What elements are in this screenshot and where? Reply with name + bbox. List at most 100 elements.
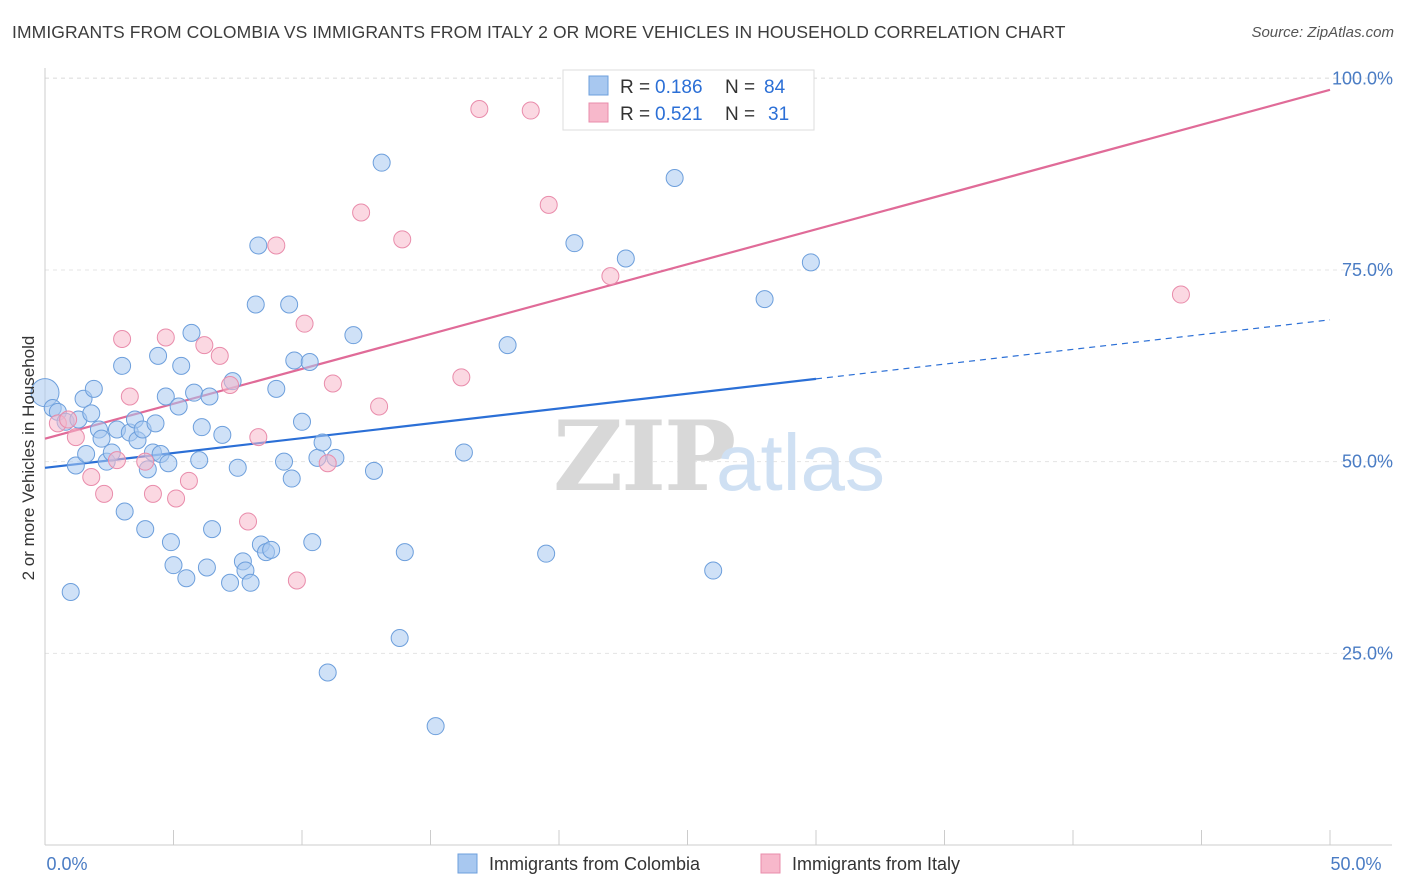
point-colombia-58 (285, 351, 304, 370)
point-colombia-79 (755, 290, 774, 309)
point-italy-19 (287, 571, 306, 590)
point-colombia-57 (282, 469, 301, 488)
point-italy-6 (113, 330, 132, 348)
point-italy-23 (352, 203, 371, 222)
legend-n-value-italy: 31 (768, 104, 789, 125)
point-colombia-10 (84, 379, 103, 398)
point-italy-18 (267, 236, 286, 255)
point-colombia-73 (498, 336, 517, 355)
point-italy-29 (539, 195, 558, 214)
point-colombia-71 (426, 717, 445, 736)
trend-lines (44, 88, 1331, 469)
legend-n-value-colombia: 84 (764, 77, 786, 98)
watermark-zip: ZIP (553, 400, 734, 513)
point-italy-2 (66, 428, 85, 447)
point-italy-14 (210, 346, 229, 365)
point-italy-1 (59, 410, 78, 429)
point-italy-10 (156, 328, 175, 347)
point-colombia-76 (616, 249, 635, 268)
watermark-atlas: atlas (716, 418, 885, 507)
point-colombia-54 (267, 379, 286, 398)
point-colombia-22 (136, 520, 155, 539)
point-colombia-63 (313, 433, 332, 452)
point-italy-28 (521, 101, 540, 120)
point-italy-13 (195, 336, 214, 355)
point-italy-4 (95, 484, 114, 503)
point-italy-12 (179, 471, 198, 490)
point-colombia-32 (169, 397, 188, 416)
point-colombia-70 (395, 543, 414, 562)
point-colombia-72 (454, 443, 473, 462)
y-axis-title: 2 or more Vehicles in Household (19, 336, 38, 581)
point-colombia-53 (262, 540, 281, 559)
legend-r-value-italy: 0.521 (655, 104, 703, 125)
point-colombia-33 (172, 356, 191, 375)
point-colombia-75 (565, 234, 584, 253)
point-colombia-4 (61, 583, 80, 601)
point-colombia-61 (303, 533, 322, 552)
legend-swatch-colombia (588, 75, 609, 96)
point-colombia-60 (300, 353, 319, 371)
point-colombia-48 (241, 573, 260, 592)
point-colombia-34 (177, 569, 196, 588)
point-colombia-80 (801, 253, 820, 272)
y-tick-label-2: 75.0% (1342, 260, 1393, 280)
point-italy-15 (221, 376, 240, 394)
point-italy-20 (295, 314, 314, 333)
point-italy-27 (470, 100, 489, 118)
point-colombia-55 (275, 452, 294, 471)
point-colombia-35 (182, 323, 201, 342)
trendline-colombia-extension (815, 319, 1331, 380)
point-colombia-69 (390, 629, 409, 647)
point-italy-22 (323, 374, 342, 393)
point-italy-24 (370, 397, 389, 416)
point-italy-30 (601, 267, 620, 286)
point-colombia-9 (82, 404, 101, 423)
colombia-points (30, 153, 820, 736)
point-colombia-67 (364, 461, 383, 480)
point-italy-11 (167, 489, 186, 508)
y-tick-label-1: 50.0% (1342, 452, 1393, 472)
point-colombia-74 (537, 544, 556, 563)
point-italy-31 (1171, 285, 1190, 304)
point-colombia-17 (115, 502, 134, 521)
y-tick-label-3: 100.0% (1332, 68, 1393, 88)
y-tick-labels: 25.0% 50.0% 75.0% 100.0% (1332, 68, 1393, 663)
point-italy-16 (239, 512, 258, 531)
point-italy-9 (143, 484, 162, 503)
point-italy-5 (107, 451, 126, 470)
legend-r-label-italy: R = (620, 104, 655, 125)
point-italy-21 (318, 454, 337, 473)
point-colombia-12 (92, 429, 111, 448)
axes (44, 68, 1392, 846)
point-italy-3 (82, 468, 101, 486)
point-colombia-42 (213, 425, 232, 444)
bottom-legend: Immigrants from Colombia Immigrants from… (457, 853, 960, 874)
trendline-italy (44, 88, 1331, 440)
point-colombia-77 (665, 169, 684, 187)
point-colombia-43 (221, 573, 240, 592)
point-colombia-49 (246, 295, 265, 314)
chart-title: IMMIGRANTS FROM COLOMBIA VS IMMIGRANTS F… (12, 22, 1066, 42)
point-colombia-59 (293, 412, 311, 431)
bottom-legend-label-italy: Immigrants from Italy (792, 854, 960, 874)
y-tick-label-0: 25.0% (1342, 643, 1393, 663)
point-colombia-50 (249, 236, 268, 255)
point-italy-17 (249, 428, 268, 447)
legend-swatch-italy (588, 102, 609, 123)
source-label: Source: ZipAtlas.com (1251, 24, 1394, 41)
point-colombia-16 (113, 356, 132, 375)
point-colombia-31 (164, 556, 183, 575)
point-colombia-56 (280, 295, 299, 314)
point-colombia-28 (156, 387, 175, 406)
point-colombia-78 (704, 561, 723, 580)
point-colombia-29 (159, 454, 178, 473)
italy-points (48, 100, 1190, 590)
point-colombia-30 (161, 533, 180, 552)
bottom-legend-swatch-italy (760, 853, 781, 874)
point-colombia-41 (203, 520, 222, 539)
point-colombia-37 (190, 451, 209, 470)
point-colombia-38 (192, 418, 211, 437)
trendline-colombia (44, 377, 817, 469)
point-italy-25 (393, 230, 412, 249)
